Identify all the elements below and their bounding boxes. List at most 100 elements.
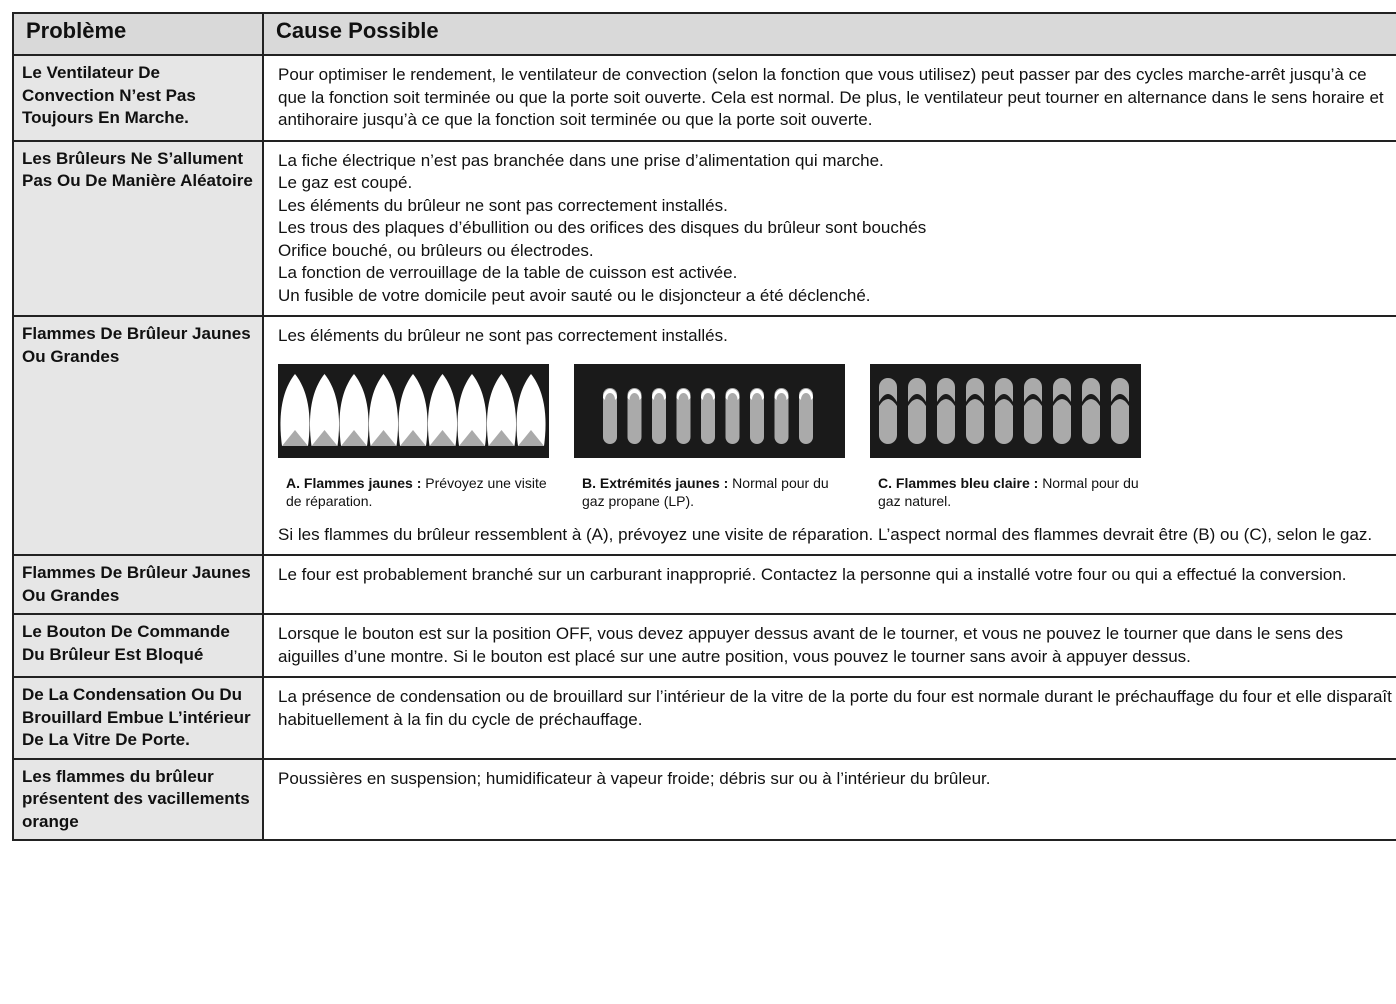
caption-text: Normal pour du gaz propane (LP). xyxy=(582,474,829,509)
cause-line: Pour optimiser le rendement, le ventilat… xyxy=(278,65,1384,129)
cause-cell: La fiche électrique n’est pas branchée d… xyxy=(262,139,1396,317)
flame-shape xyxy=(1053,377,1071,444)
flame-illustration xyxy=(278,363,549,458)
flame-shape xyxy=(282,429,308,446)
flame-shape xyxy=(1053,393,1071,406)
flame-shape xyxy=(370,429,397,446)
table-row: Les Brûleurs Ne S’allument Pas Ou De Man… xyxy=(12,139,1396,317)
cause-line: La présence de condensation ou de brouil… xyxy=(278,687,1392,729)
problem-cell: Les flammes du brûleur présentent des va… xyxy=(12,757,264,841)
flame-shape xyxy=(1082,393,1100,406)
header-cause: Cause Possible xyxy=(262,12,1396,56)
flame-shape xyxy=(879,377,897,444)
flame-shape xyxy=(603,387,617,444)
table-body: Le Ventilateur De Convection N’est Pas T… xyxy=(12,54,1396,841)
flame-shape xyxy=(652,387,666,444)
figure-caption: A. Flammes jaunes : Prévoyez une visite … xyxy=(286,474,549,510)
cause-line: Le gaz est coupé. xyxy=(278,173,413,192)
troubleshooting-table: Problème Cause Possible Le Ventilateur D… xyxy=(12,12,1396,841)
flame-shape xyxy=(652,388,666,400)
flame-shape xyxy=(1111,393,1129,406)
flame-shape xyxy=(1024,393,1042,406)
header-row: Problème Cause Possible xyxy=(12,12,1396,56)
figure-caption: B. Extrémités jaunes : Normal pour du ga… xyxy=(582,474,845,510)
flame-shape xyxy=(311,429,338,446)
flame-shape xyxy=(457,373,487,446)
flame-shape xyxy=(676,388,691,400)
flame-illustration xyxy=(574,363,845,458)
cause-line: La fonction de verrouillage de la table … xyxy=(278,263,738,282)
problem-cell: Le Bouton De Commande Du Brûleur Est Blo… xyxy=(12,613,264,678)
cause-line: Lorsque le bouton est sur la position OF… xyxy=(278,624,1344,666)
flame-shape xyxy=(995,377,1013,444)
cause-line: Poussières en suspension; humidificateur… xyxy=(278,768,991,788)
flame-shape xyxy=(429,429,456,446)
cause-cell: La présence de condensation ou de brouil… xyxy=(262,676,1396,760)
flame-shape xyxy=(701,388,715,400)
caption-text: Prévoyez une visite de réparation. xyxy=(286,474,547,509)
flame-shape xyxy=(1024,377,1042,444)
flame-shape xyxy=(368,373,399,446)
flame-shape xyxy=(750,387,764,444)
cause-line: Les éléments du brûleur ne sont pas corr… xyxy=(278,195,728,215)
flame-shape xyxy=(995,393,1013,406)
table-row: De La Condensation Ou Du Brouillard Embu… xyxy=(12,676,1396,760)
cause-line: La fiche électrique n’est pas branchée d… xyxy=(278,150,884,170)
flame-shape xyxy=(1111,377,1129,444)
flame-shape xyxy=(966,393,984,406)
figure: A. Flammes jaunes : Prévoyez une visite … xyxy=(278,363,549,510)
table-row: Les flammes du brûleur présentent des va… xyxy=(12,757,1396,841)
cause-line: Les éléments du brûleur ne sont pas corr… xyxy=(278,326,728,345)
flame-shape xyxy=(518,429,544,446)
flame-shape xyxy=(309,373,340,446)
flame-shape xyxy=(937,393,955,406)
flame-shape xyxy=(774,387,789,444)
problem-cell: Les Brûleurs Ne S’allument Pas Ou De Man… xyxy=(12,139,264,317)
flame-shape xyxy=(908,377,926,444)
cause-cell: Pour optimiser le rendement, le ventilat… xyxy=(262,54,1396,142)
flame-shape xyxy=(627,388,642,400)
table-row: Flammes De Brûleur Jaunes Ou Grandes Les … xyxy=(12,315,1396,556)
problem-cell: De La Condensation Ou Du Brouillard Embu… xyxy=(12,676,264,760)
table-row: Le Ventilateur De Convection N’est Pas T… xyxy=(12,54,1396,142)
figure-caption: C. Flammes bleu claire : Normal pour du … xyxy=(878,474,1141,510)
flame-shape xyxy=(879,393,897,406)
flame-shape xyxy=(398,373,428,446)
flame-shape xyxy=(750,388,764,400)
flame-shape xyxy=(725,388,740,400)
cause-line: Un fusible de votre domicile peut avoir … xyxy=(278,285,871,305)
flame-shape xyxy=(701,387,715,444)
flame-shape xyxy=(339,373,369,446)
caption-label: C. Flammes bleu claire : xyxy=(878,474,1039,491)
flame-shape xyxy=(427,373,458,446)
flame-shape xyxy=(627,387,642,444)
flame-shape xyxy=(488,429,515,446)
cause-cell: Les éléments du brûleur ne sont pas corr… xyxy=(262,315,1396,556)
figure: B. Extrémités jaunes : Normal pour du ga… xyxy=(574,363,845,510)
flame-shape xyxy=(516,373,546,446)
problem-cell: Flammes De Brûleur Jaunes Ou Grandes xyxy=(12,315,264,556)
flame-shape xyxy=(937,377,955,444)
cause-line: Orifice bouché, ou brûleurs ou électrode… xyxy=(278,240,594,260)
problem-cell: Le Ventilateur De Convection N’est Pas T… xyxy=(12,54,264,142)
table-row: Le Bouton De Commande Du Brûleur Est Blo… xyxy=(12,613,1396,678)
flame-shape xyxy=(280,373,310,446)
cause-line: Les trous des plaques d’ébullition ou de… xyxy=(278,218,927,237)
cause-cell: Poussières en suspension; humidificateur… xyxy=(262,757,1396,841)
flame-shape xyxy=(966,377,984,444)
figure-group: A. Flammes jaunes : Prévoyez une visite … xyxy=(278,363,1392,510)
cause-cell: Lorsque le bouton est sur la position OF… xyxy=(262,613,1396,678)
flame-shape xyxy=(1082,377,1100,444)
header-problem: Problème xyxy=(12,12,264,56)
problem-cell: Flammes De Brûleur Jaunes Ou Grandes xyxy=(12,554,264,615)
note: Si les flammes du brûleur ressemblent à … xyxy=(278,524,1373,544)
flame-shape xyxy=(603,388,617,400)
flame-shape xyxy=(676,387,691,444)
flame-shape xyxy=(799,387,813,444)
flame-shape xyxy=(486,373,517,446)
caption-label: B. Extrémités jaunes : xyxy=(582,474,729,491)
cause-cell: Le four est probablement branché sur un … xyxy=(262,554,1396,615)
flame-illustration xyxy=(870,363,1141,458)
